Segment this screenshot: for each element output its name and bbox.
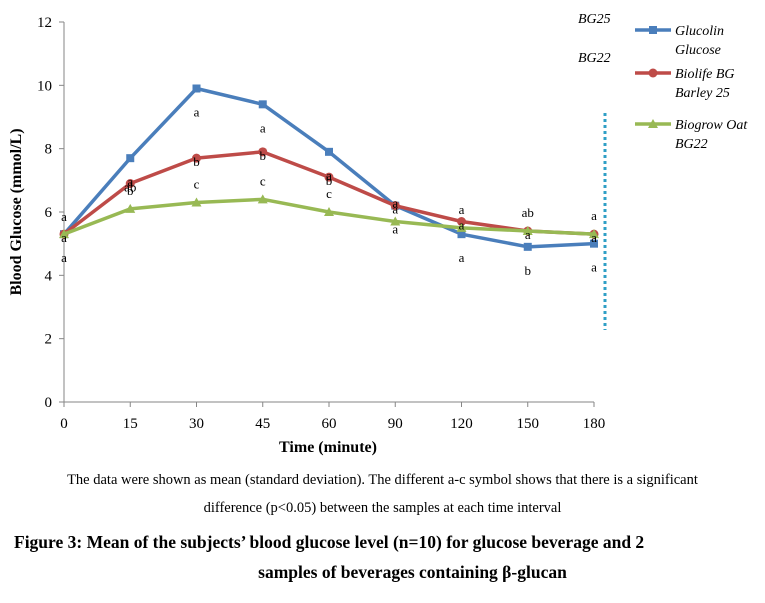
significance-letter: a [392,196,398,211]
data-point-circle [390,201,400,211]
data-point-square [457,230,466,239]
y-tick-label: 4 [45,268,53,284]
annotation-bg25: BG25 [578,12,611,27]
y-axis-title: Blood Glucose (mmol/L) [8,128,25,295]
significance-letter: ab [124,180,136,195]
significance-letter: c [194,177,200,192]
figure-caption: Figure 3: Mean of the subjects’ blood gl… [10,527,755,587]
significance-letter: a [61,250,67,265]
significance-letter: b [127,183,134,198]
significance-letter: a [260,120,266,135]
significance-letter: a [127,174,133,189]
figure-caption-line1: Figure 3: Mean of the subjects’ blood gl… [14,532,645,552]
significance-letter: c [260,173,266,188]
legend: Glucolin Glucose Biolife BG Barley 25 Biogro… [635,24,748,152]
x-tick-label: 60 [322,416,337,432]
legend-label: Biogrow Oat BG22 [675,118,748,152]
annotation-bg22: BG22 [578,51,611,66]
data-point-triangle [324,207,334,216]
data-point-square [258,100,267,109]
data-point-circle [192,153,201,163]
x-tick-label: 180 [583,416,606,432]
series-line-2 [63,197,595,236]
significance-letter: b [326,173,333,188]
significance-letter: a [459,218,465,233]
data-point-square [325,147,333,156]
data-point-circle [324,172,334,182]
significance-letter: a [326,168,332,183]
significance-letter: a [459,202,465,217]
y-tick-label: 2 [45,332,53,348]
x-tick-label: 15 [123,416,138,432]
significance-letter: b [193,154,200,169]
y-tick-label: 6 [45,205,53,221]
significance-letter: a [591,260,597,275]
data-point-triangle [59,229,69,239]
significance-letter: a [459,250,465,265]
data-point-square [590,239,598,248]
data-point-triangle [191,197,202,207]
x-tick-label: 45 [255,416,270,432]
caption-note-line2: difference (p<0.05) between the samples … [203,500,562,516]
legend-label: Glucolin Glucose [675,24,724,58]
data-point-triangle [522,226,533,235]
data-point-circle [125,179,135,188]
significance-letter: a [392,202,398,217]
significance-letter: a [61,209,67,224]
figure-caption-line2: samples of beverages containing β-glucan [258,562,567,582]
data-point-triangle [125,203,136,213]
series-layer [59,84,599,251]
significance-letter: a [525,227,531,242]
data-point-square [192,84,201,93]
significance-letter: c [326,186,332,201]
caption-note-line1: The data were shown as mean (standard de… [67,472,698,488]
x-tick-label: 120 [450,416,473,432]
data-point-triangle [589,229,599,239]
significance-letter: b [260,148,267,163]
significance-letter: b [525,263,532,278]
legend-marker-circle [648,68,658,78]
data-point-circle [457,217,466,226]
x-tick-label: 150 [517,416,540,432]
data-point-circle [258,147,268,157]
y-tick-label: 8 [45,142,53,158]
significance-letter: a [591,230,597,245]
y-tick-label: 0 [45,395,53,411]
data-point-triangle [456,222,467,232]
data-point-triangle [257,194,268,204]
x-tick-label: 30 [189,416,204,432]
data-point-square [126,154,135,163]
data-point-square [523,242,532,251]
significance-letter: a [194,105,200,120]
legend-marker-square [649,26,657,34]
legend-marker-triangle [648,119,658,128]
x-tick-label: 0 [60,416,68,432]
data-point-triangle [390,216,401,226]
x-axis-title: Time (minute) [279,439,377,456]
significance-letter: a [591,208,597,223]
significance-letter: a [61,230,67,245]
x-tick-label: 90 [388,416,403,432]
legend-label: Biolife BG Barley 25 [675,67,735,101]
y-tick-label: 12 [37,15,52,31]
significance-letter: ab [522,205,534,220]
y-tick-label: 10 [37,78,52,94]
caption-note: The data were shown as mean (standard de… [10,466,755,522]
significance-letter: a [392,222,398,237]
